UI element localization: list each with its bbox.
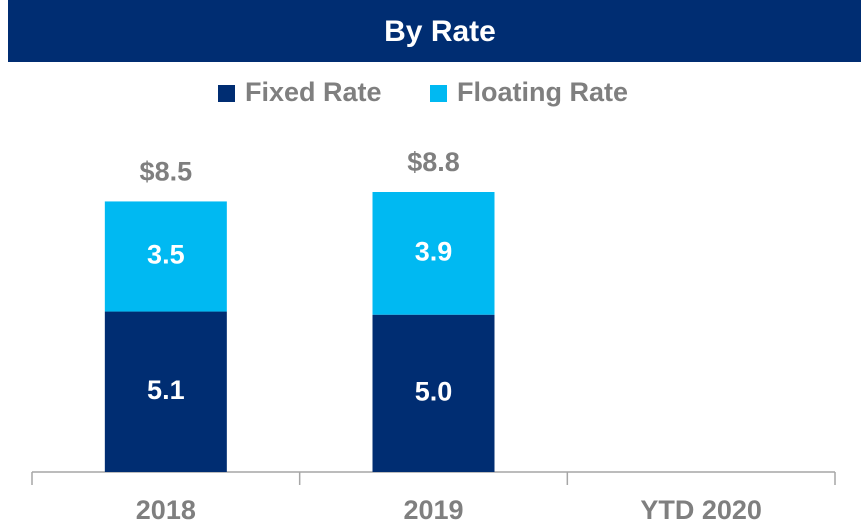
chart-title: By Rate — [384, 15, 496, 48]
data-label: 3.5 — [147, 240, 185, 270]
bar-segment — [104, 311, 227, 472]
data-label: 5.1 — [147, 375, 185, 405]
bar-segment — [104, 201, 227, 312]
bar-segment — [372, 314, 495, 472]
total-label: $8.5 — [140, 157, 193, 187]
data-label: 5.0 — [415, 376, 453, 406]
bar-segment — [372, 192, 495, 315]
x-tick-label: 2018 — [136, 495, 196, 525]
legend-swatch — [218, 85, 235, 102]
data-label: 3.9 — [415, 236, 453, 266]
x-tick-label: YTD 2020 — [640, 495, 762, 525]
x-tick-label: 2019 — [403, 495, 463, 525]
legend-label: Floating Rate — [457, 77, 628, 107]
total-label: $8.8 — [407, 147, 460, 177]
legend-label: Fixed Rate — [245, 77, 382, 107]
title-bar — [8, 0, 861, 62]
legend-swatch — [430, 85, 447, 102]
